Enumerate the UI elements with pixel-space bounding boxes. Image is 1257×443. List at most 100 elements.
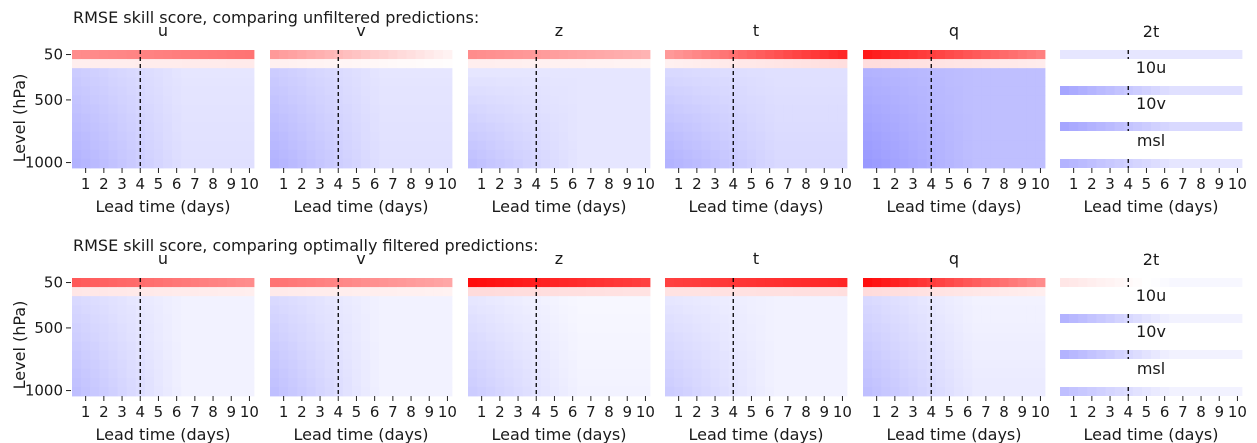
heatmap-cell — [306, 131, 316, 142]
heatmap-cell — [406, 278, 416, 288]
heatmap-cell — [513, 305, 523, 315]
heatmap-cell — [801, 305, 811, 315]
heatmap-cell — [981, 323, 991, 333]
heatmap-cell — [324, 368, 335, 379]
heatmap-cell — [324, 332, 335, 342]
heatmap-cell — [719, 287, 730, 297]
heatmap-cell — [756, 287, 766, 297]
unfiltered-row: RMSE skill score, comparing unfiltered p… — [10, 8, 1247, 216]
heatmap-cell — [890, 278, 900, 288]
heatmap-cell — [126, 350, 137, 361]
heatmap-cell — [595, 104, 605, 114]
heatmap-cell — [288, 140, 298, 151]
heatmap-cell — [631, 122, 642, 133]
heatmap-cell — [172, 86, 182, 96]
heatmap-cell — [1035, 314, 1046, 324]
heatmap-cell — [926, 287, 937, 297]
heatmap-cell — [297, 278, 307, 288]
heatmap-cell — [837, 287, 848, 297]
heatmap-cell — [665, 386, 675, 397]
heatmap-cell — [683, 104, 693, 114]
heatmap-cell — [954, 341, 964, 352]
heatmap-cell — [513, 140, 523, 151]
heatmap-cell — [153, 278, 164, 288]
surface-cell — [1187, 122, 1197, 131]
heatmap-cell — [379, 113, 389, 124]
heatmap-cell — [172, 104, 182, 114]
heatmap-cell — [586, 158, 596, 169]
heatmap-cell — [863, 104, 873, 114]
heatmap-cell — [801, 77, 811, 87]
heatmap-cell — [674, 95, 684, 105]
heatmap-cell — [837, 131, 848, 142]
lead-tick-label: 7 — [388, 403, 398, 421]
heatmap-cell — [288, 50, 298, 60]
heatmap-cell — [935, 59, 946, 69]
heatmap-cell — [477, 59, 487, 69]
surface-cell — [1232, 314, 1243, 323]
heatmap-cell — [1035, 287, 1046, 297]
heatmap-cell — [559, 77, 569, 87]
heatmap-cell — [908, 113, 918, 124]
heatmap-cell — [288, 95, 298, 105]
surface-cell — [1096, 159, 1106, 168]
heatmap-cell — [665, 113, 675, 124]
heatmap-cell — [522, 59, 533, 69]
heatmap-cell — [774, 50, 784, 60]
heatmap-cell — [631, 95, 642, 105]
heatmap-cell — [270, 59, 280, 69]
heatmap-cell — [586, 323, 596, 333]
heatmap-cell — [837, 104, 848, 114]
heatmap-cell — [370, 314, 380, 324]
heatmap-cell — [442, 68, 453, 78]
heatmap-cell — [190, 305, 200, 315]
heatmap-cell — [737, 314, 748, 324]
heatmap-cell — [828, 359, 839, 370]
heatmap-cell — [613, 104, 624, 114]
heatmap-cell — [765, 359, 775, 370]
panel-title-10u: 10u — [1136, 286, 1167, 305]
heatmap-cell — [388, 95, 398, 105]
heatmap-cell — [199, 140, 209, 151]
heatmap-cell — [72, 314, 82, 324]
heatmap-cell — [324, 278, 335, 288]
heatmap-cell — [163, 341, 173, 352]
heatmap-cell — [622, 377, 633, 388]
heatmap-cell — [604, 323, 614, 333]
lead-tick-label: 10 — [438, 175, 457, 193]
heatmap-cell — [881, 305, 891, 315]
heatmap-cell — [342, 50, 353, 60]
heatmap-cell — [917, 350, 928, 361]
heatmap-cell — [622, 323, 633, 333]
heatmap-cell — [908, 104, 918, 114]
heatmap-cell — [477, 359, 487, 370]
heatmap-cell — [908, 386, 918, 397]
heatmap-cell — [899, 68, 909, 78]
lead-tick-label: 10 — [636, 175, 655, 193]
heatmap-cell — [944, 68, 955, 78]
heatmap-cell — [199, 341, 209, 352]
heatmap-cell — [117, 158, 127, 169]
heatmap-cell — [135, 341, 146, 352]
x-axis-label: Lead time (days) — [886, 197, 1021, 216]
surface-cell — [1169, 159, 1179, 168]
heatmap-cell — [765, 368, 775, 379]
heatmap-cell — [270, 287, 280, 297]
heatmap-cell — [433, 332, 444, 342]
heatmap-cell — [710, 305, 720, 315]
heatmap-cell — [306, 113, 316, 124]
heatmap-cell — [692, 314, 702, 324]
heatmap-cell — [297, 332, 307, 342]
heatmap-cell — [819, 287, 830, 297]
heatmap-cell — [163, 131, 173, 142]
surface-cell — [1060, 159, 1070, 168]
heatmap-cell — [288, 104, 298, 114]
heatmap-cell — [1008, 386, 1019, 397]
heatmap-cell — [153, 332, 164, 342]
heatmap-cell — [683, 341, 693, 352]
heatmap-cell — [890, 287, 900, 297]
heatmap-cell — [568, 377, 578, 388]
lead-tick-label: 5 — [945, 175, 955, 193]
heatmap-cell — [388, 77, 398, 87]
surface-cell — [1160, 50, 1170, 59]
